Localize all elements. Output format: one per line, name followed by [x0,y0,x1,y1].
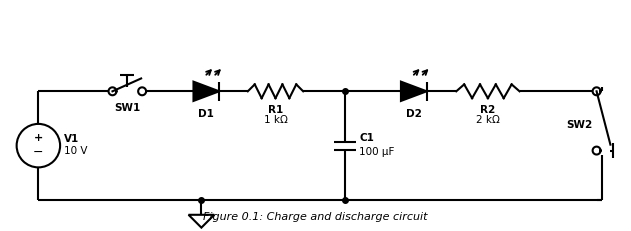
Text: C1: C1 [360,133,374,143]
Text: R2: R2 [480,105,495,115]
Polygon shape [194,82,219,101]
Text: 2 kΩ: 2 kΩ [476,115,500,125]
Text: V1: V1 [64,134,80,144]
Text: D1: D1 [198,109,215,119]
Text: 10 V: 10 V [64,146,88,155]
Text: 1 kΩ: 1 kΩ [264,115,288,125]
Polygon shape [401,82,427,101]
Text: −: − [33,146,44,159]
Text: D2: D2 [406,109,422,119]
Text: SW1: SW1 [114,103,141,113]
Text: R1: R1 [268,105,283,115]
Text: 100 μF: 100 μF [360,146,395,157]
Text: SW2: SW2 [567,120,593,130]
Text: Figure 0.1: Charge and discharge circuit: Figure 0.1: Charge and discharge circuit [203,212,427,222]
Text: +: + [33,133,43,143]
